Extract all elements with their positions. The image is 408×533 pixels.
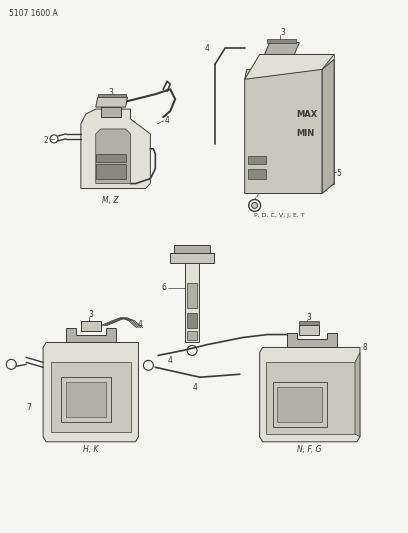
Polygon shape bbox=[322, 59, 334, 193]
Polygon shape bbox=[245, 54, 334, 79]
Text: 4: 4 bbox=[165, 117, 170, 125]
Text: P, D, C, V, J, E, T: P, D, C, V, J, E, T bbox=[254, 213, 305, 218]
Text: 5107 1600 A: 5107 1600 A bbox=[9, 9, 58, 18]
Text: H, K: H, K bbox=[83, 445, 98, 454]
Text: 6: 6 bbox=[162, 284, 167, 293]
Polygon shape bbox=[101, 107, 121, 117]
Polygon shape bbox=[287, 333, 337, 348]
Bar bbox=[66, 382, 106, 417]
Polygon shape bbox=[96, 129, 131, 183]
Bar bbox=[96, 154, 126, 161]
Polygon shape bbox=[81, 321, 101, 330]
Text: 5: 5 bbox=[337, 169, 341, 178]
Text: 4: 4 bbox=[138, 320, 143, 329]
Text: MAX: MAX bbox=[296, 110, 317, 118]
Text: 7: 7 bbox=[27, 402, 32, 411]
Bar bbox=[248, 168, 266, 179]
Bar bbox=[273, 382, 327, 427]
Polygon shape bbox=[170, 253, 214, 263]
Text: MIN: MIN bbox=[296, 130, 315, 139]
Polygon shape bbox=[81, 109, 151, 189]
Text: 8: 8 bbox=[363, 343, 367, 352]
Polygon shape bbox=[259, 54, 334, 183]
Polygon shape bbox=[96, 97, 128, 107]
Polygon shape bbox=[66, 328, 115, 343]
Polygon shape bbox=[51, 362, 131, 432]
Polygon shape bbox=[355, 352, 360, 437]
Polygon shape bbox=[185, 263, 199, 343]
Ellipse shape bbox=[252, 203, 257, 208]
Text: 4: 4 bbox=[168, 356, 173, 365]
Polygon shape bbox=[43, 343, 138, 442]
Polygon shape bbox=[98, 94, 126, 97]
Bar bbox=[187, 330, 197, 341]
Polygon shape bbox=[245, 69, 322, 193]
Bar bbox=[187, 313, 197, 328]
Text: 2: 2 bbox=[44, 136, 49, 146]
Text: 3: 3 bbox=[108, 88, 113, 96]
Text: 1: 1 bbox=[96, 174, 100, 180]
Text: 3: 3 bbox=[307, 313, 312, 322]
Bar bbox=[248, 156, 266, 164]
Text: 3: 3 bbox=[280, 28, 285, 37]
Bar bbox=[187, 283, 197, 308]
Bar bbox=[96, 164, 126, 179]
Bar bbox=[277, 387, 322, 422]
Polygon shape bbox=[174, 245, 210, 253]
Text: 3: 3 bbox=[89, 310, 93, 319]
Text: M, Z: M, Z bbox=[102, 196, 119, 205]
Polygon shape bbox=[259, 348, 360, 442]
Polygon shape bbox=[266, 362, 355, 434]
Bar bbox=[61, 377, 111, 422]
Polygon shape bbox=[266, 38, 296, 43]
Text: N, F, G: N, F, G bbox=[297, 445, 322, 454]
Polygon shape bbox=[264, 43, 299, 54]
Text: 4: 4 bbox=[193, 383, 197, 392]
Polygon shape bbox=[299, 325, 319, 335]
Polygon shape bbox=[299, 321, 319, 325]
Text: 4: 4 bbox=[204, 44, 209, 53]
